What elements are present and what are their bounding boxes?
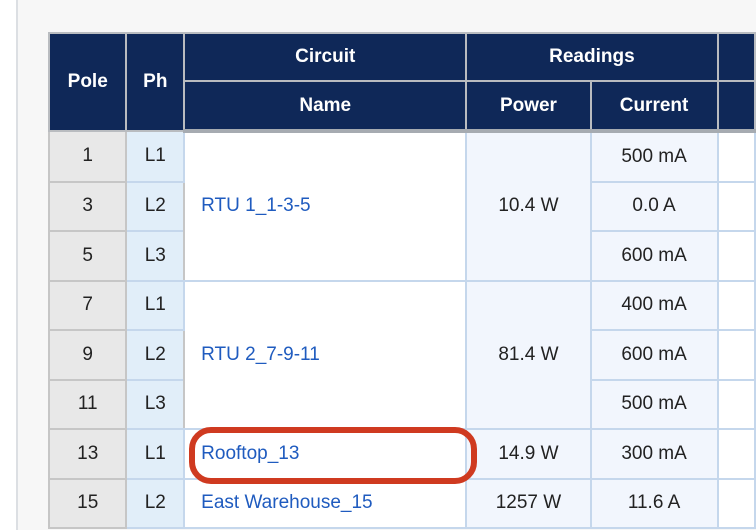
power-cell: 10.4 W [465, 130, 592, 282]
current-cell: 500 mA [589, 378, 719, 430]
power-cell: 81.4 W [465, 279, 592, 430]
panel-schedule-table: Pole Ph Circuit Readings Name Power Curr… [47, 32, 756, 529]
header-extra [716, 32, 756, 82]
header-current[interactable]: Current [589, 80, 719, 133]
header-power[interactable]: Power [465, 80, 592, 133]
current-cell: 600 mA [589, 329, 719, 381]
circuit-name-link[interactable]: Rooftop_13 [201, 442, 300, 464]
extra-cell [716, 477, 756, 529]
phase-cell: L2 [125, 477, 186, 529]
circuit-name-cell: Rooftop_13 [183, 428, 468, 480]
phase-cell: L1 [125, 428, 186, 480]
power-cell: 14.9 W [465, 428, 592, 480]
extra-cell [716, 130, 756, 183]
header-pole[interactable]: Pole [47, 32, 128, 132]
circuit-name-cell: East Warehouse_15 [183, 477, 468, 529]
phase-cell: L2 [125, 180, 186, 232]
header-ph[interactable]: Ph [125, 32, 186, 132]
phase-cell: L3 [125, 378, 186, 430]
circuit-name-link[interactable]: RTU 1_1-3-5 [201, 195, 311, 217]
pole-cell: 5 [47, 230, 128, 282]
circuit-name-cell: RTU 2_7-9-11 [183, 279, 468, 430]
extra-cell [716, 378, 756, 430]
header-name[interactable]: Name [183, 80, 468, 133]
phase-cell: L2 [125, 329, 186, 381]
pole-cell: 13 [47, 428, 128, 480]
current-cell: 11.6 A [589, 477, 719, 529]
current-cell: 400 mA [589, 279, 719, 331]
header-circuit: Circuit [183, 32, 468, 82]
table-row: 9 L2 600 mA [47, 329, 756, 381]
extra-cell [716, 180, 756, 232]
phase-cell: L3 [125, 230, 186, 282]
table-row: 5 L3 600 mA [47, 230, 756, 282]
pole-cell: 1 [47, 130, 128, 183]
circuit-name-link[interactable]: East Warehouse_15 [201, 492, 373, 514]
phase-cell: L1 [125, 279, 186, 331]
pole-cell: 3 [47, 180, 128, 232]
phase-cell: L1 [125, 130, 186, 183]
header-extra-2 [716, 80, 756, 133]
header-readings: Readings [465, 32, 719, 82]
extra-cell [716, 329, 756, 381]
current-cell: 300 mA [589, 428, 719, 480]
extra-cell [716, 279, 756, 331]
power-cell: 1257 W [465, 477, 592, 529]
pole-cell: 7 [47, 279, 128, 331]
extra-cell [716, 428, 756, 480]
table-row: 7 L1 RTU 2_7-9-11 81.4 W 400 mA [47, 279, 756, 430]
pole-cell: 15 [47, 477, 128, 529]
pole-cell: 9 [47, 329, 128, 381]
table-row: 3 L2 0.0 A [47, 180, 756, 232]
circuit-name-cell: RTU 1_1-3-5 [183, 130, 468, 282]
table-row: 15 L2 East Warehouse_15 1257 W 11.6 A [47, 477, 756, 529]
current-cell: 500 mA [589, 130, 719, 183]
current-cell: 0.0 A [589, 180, 719, 232]
table-row: 1 L1 RTU 1_1-3-5 10.4 W 500 mA [47, 130, 756, 282]
table-row: 11 L3 500 mA [47, 378, 756, 430]
circuit-name-link[interactable]: RTU 2_7-9-11 [201, 343, 320, 365]
extra-cell [716, 230, 756, 282]
current-cell: 600 mA [589, 230, 719, 282]
pole-cell: 11 [47, 378, 128, 430]
table-row: 13 L1 Rooftop_13 14.9 W 300 mA [47, 428, 756, 480]
